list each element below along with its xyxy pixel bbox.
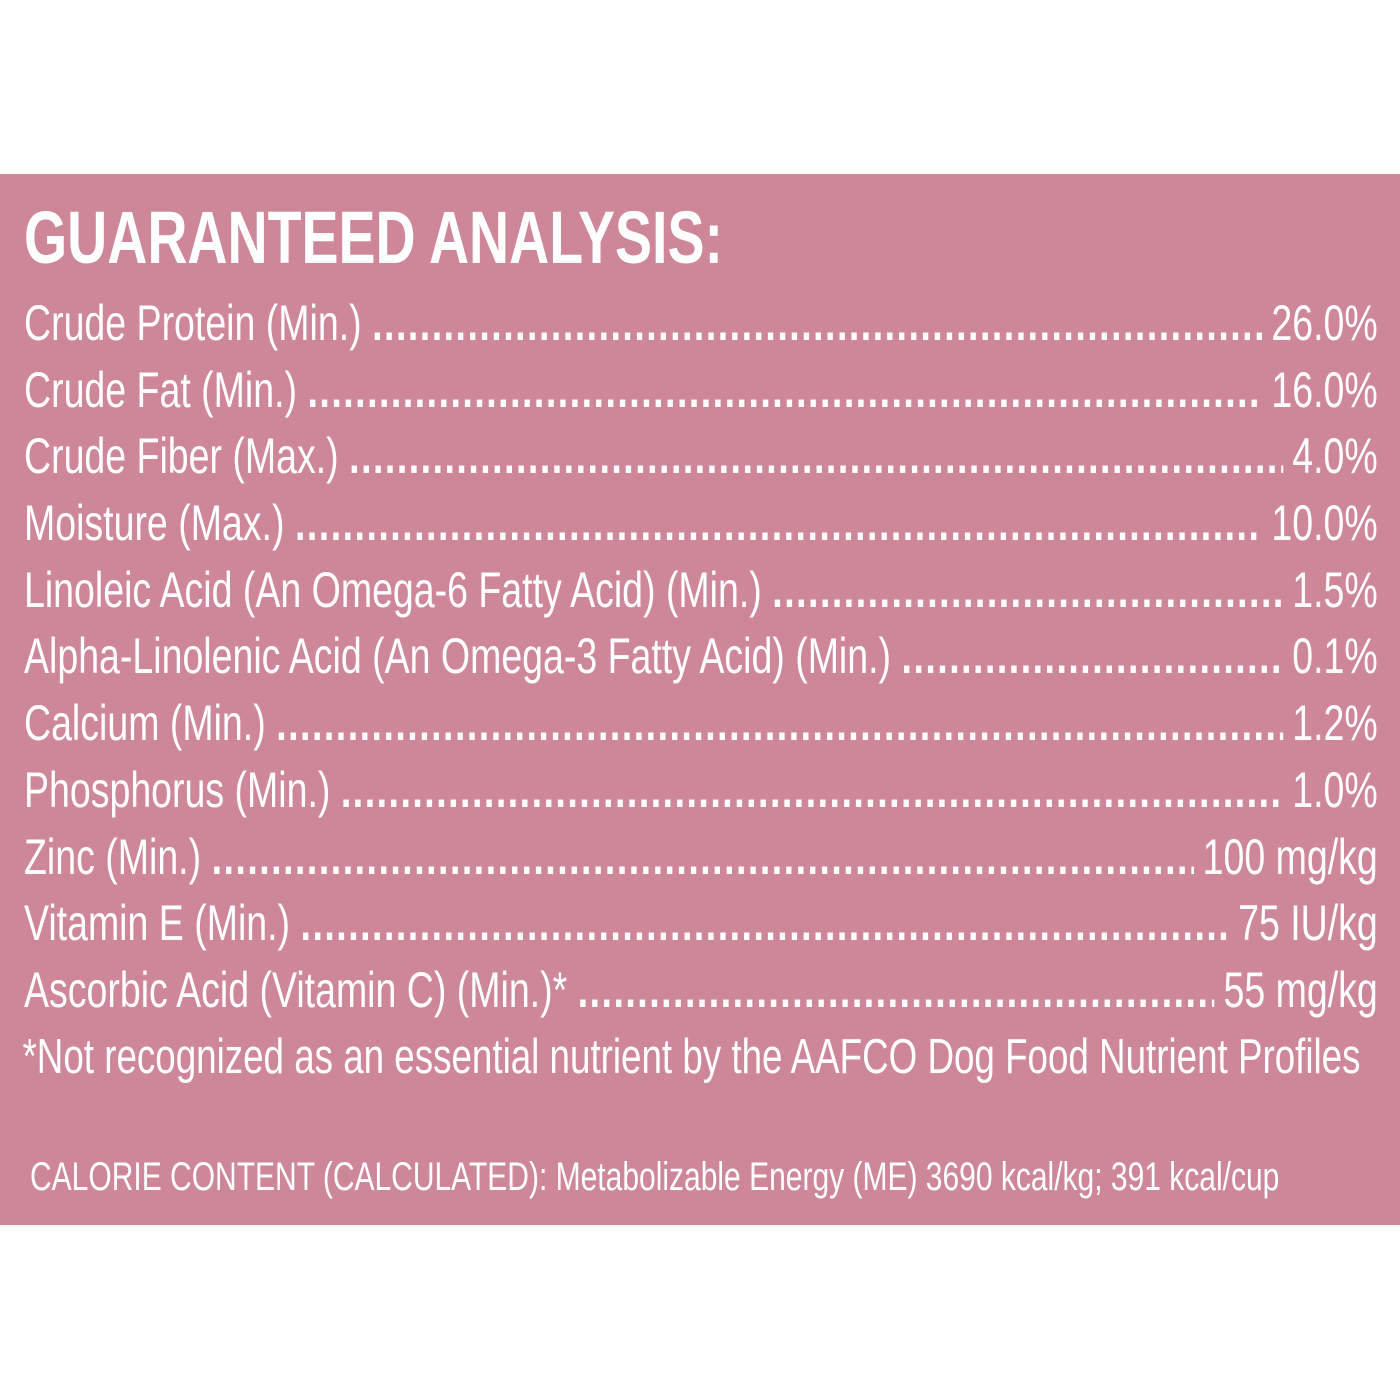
nutrient-value: 0.1% bbox=[1292, 628, 1378, 685]
footnote: *Not recognized as an essential nutrient… bbox=[22, 1030, 1361, 1084]
nutrient-label: Crude Fat (Min.) bbox=[24, 361, 297, 418]
nutrient-value: 4.0% bbox=[1292, 428, 1378, 485]
panel-title: GUARANTEED ANALYSIS: bbox=[24, 196, 723, 279]
nutrient-label: Crude Protein (Min.) bbox=[24, 295, 362, 351]
nutrient-label: Calcium (Min.) bbox=[24, 695, 266, 752]
guaranteed-analysis-panel: GUARANTEED ANALYSIS: Crude Protein (Min.… bbox=[0, 174, 1400, 1225]
nutrient-label: Ascorbic Acid (Vitamin C) (Min.)* bbox=[24, 961, 568, 1018]
dot-leader bbox=[276, 692, 1283, 754]
nutrient-row: Crude Fiber (Max.) 4.0% bbox=[24, 425, 1378, 492]
nutrient-value: 16.0% bbox=[1271, 361, 1378, 418]
nutrient-label: Linoleic Acid (An Omega-6 Fatty Acid) (M… bbox=[24, 561, 762, 618]
nutrient-row: Crude Protein (Min.) 26.0% bbox=[24, 292, 1378, 359]
nutrient-row: Crude Fat (Min.) 16.0% bbox=[24, 359, 1378, 426]
nutrient-value: 55 mg/kg bbox=[1223, 961, 1378, 1018]
nutrient-row: Linoleic Acid (An Omega-6 Fatty Acid) (M… bbox=[24, 559, 1378, 626]
nutrient-label: Alpha-Linolenic Acid (An Omega-3 Fatty A… bbox=[24, 628, 892, 685]
dot-leader bbox=[212, 826, 1194, 888]
dot-leader bbox=[372, 292, 1262, 354]
dot-leader bbox=[301, 892, 1230, 954]
nutrient-value: 10.0% bbox=[1271, 495, 1378, 552]
nutrient-label: Phosphorus (Min.) bbox=[24, 761, 331, 818]
nutrient-value: 1.2% bbox=[1292, 695, 1378, 752]
dot-leader bbox=[349, 425, 1283, 487]
nutrient-row: Alpha-Linolenic Acid (An Omega-3 Fatty A… bbox=[24, 625, 1378, 692]
calorie-content: CALORIE CONTENT (CALCULATED): Metaboliza… bbox=[30, 1155, 1280, 1199]
dot-leader bbox=[772, 559, 1283, 621]
nutrient-list: Crude Protein (Min.) 26.0% Crude Fat (Min… bbox=[24, 292, 1378, 1026]
nutrient-label: Zinc (Min.) bbox=[24, 828, 202, 885]
nutrient-value: 75 IU/kg bbox=[1238, 895, 1378, 952]
nutrient-value: 26.0% bbox=[1271, 295, 1378, 351]
dot-leader bbox=[307, 359, 1262, 421]
nutrient-row: Calcium (Min.) 1.2% bbox=[24, 692, 1378, 759]
nutrient-value: 1.5% bbox=[1292, 561, 1378, 618]
dot-leader bbox=[902, 625, 1284, 687]
nutrient-label: Moisture (Max.) bbox=[24, 495, 285, 552]
nutrient-row: Zinc (Min.) 100 mg/kg bbox=[24, 826, 1378, 893]
nutrient-label: Vitamin E (Min.) bbox=[24, 895, 291, 952]
dot-leader bbox=[341, 759, 1283, 821]
dot-leader bbox=[578, 959, 1215, 1021]
nutrient-label: Crude Fiber (Max.) bbox=[24, 428, 339, 485]
nutrient-row: Ascorbic Acid (Vitamin C) (Min.)* 55 mg/k… bbox=[24, 959, 1378, 1026]
nutrient-value: 1.0% bbox=[1292, 761, 1378, 818]
nutrient-row: Phosphorus (Min.) 1.0% bbox=[24, 759, 1378, 826]
dot-leader bbox=[295, 492, 1262, 554]
nutrient-row: Vitamin E (Min.) 75 IU/kg bbox=[24, 892, 1378, 959]
nutrient-row: Moisture (Max.) 10.0% bbox=[24, 492, 1378, 559]
nutrient-value: 100 mg/kg bbox=[1202, 828, 1378, 885]
